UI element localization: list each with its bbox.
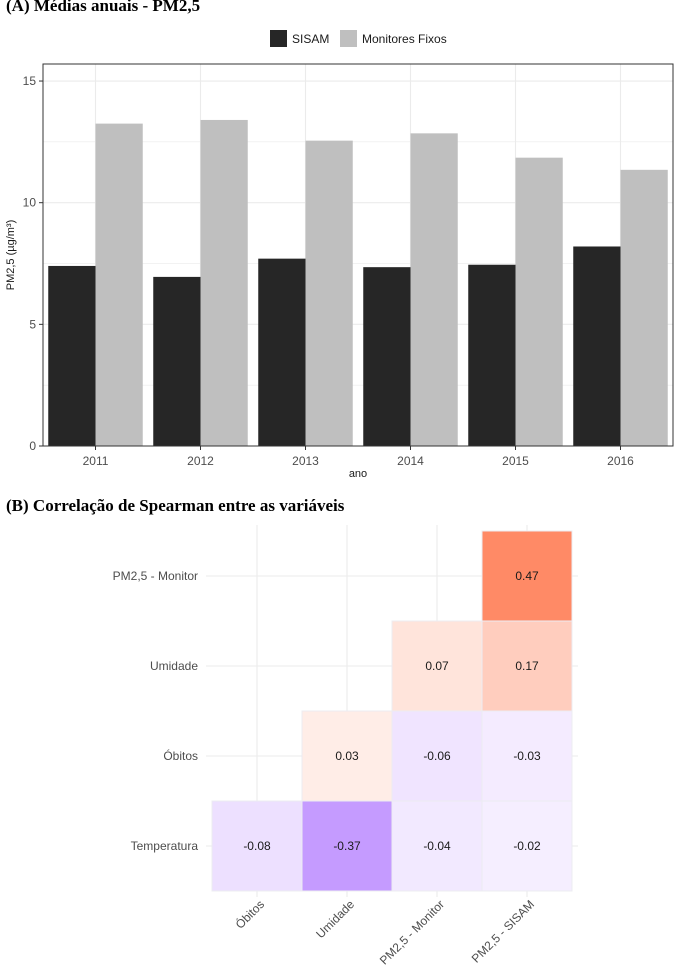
- heatmap-cell-label: 0.17: [515, 659, 539, 673]
- bar-sisam-2016: [573, 246, 621, 446]
- heatmap-cell-label: -0.37: [333, 839, 361, 853]
- heatmap-cell: [391, 710, 483, 802]
- bar-monitores-fixos-2013: [305, 140, 353, 446]
- heatmap-cell: [301, 710, 393, 802]
- bar-chart: 0 5 10 15 2011 2012 2013 2014 2015 2016 ano PM2,5 (…: [5, 30, 674, 480]
- x-tick-label: 2015: [502, 454, 529, 468]
- x-tick-label: 2016: [607, 454, 634, 468]
- heatmap-cell: [481, 620, 573, 712]
- heatmap-cell-label: 0.03: [335, 749, 359, 763]
- correlation-heatmap: 0.47 0.07 0.17 0.03 -0.06 -0.03 -0.08 -0.37 -0.0…: [113, 525, 578, 967]
- heatmap-y-label: Temperatura: [131, 839, 199, 853]
- heatmap-cell: [481, 530, 573, 622]
- heatmap-x-label: Óbitos: [232, 897, 267, 932]
- heatmap-cell-label: -0.02: [513, 839, 541, 853]
- x-tick-label: 2011: [83, 454, 109, 468]
- heatmap-cell: [481, 800, 573, 892]
- y-axis-title: PM2,5 (µg/m³): [5, 220, 17, 291]
- heatmap-y-label: PM2,5 - Monitor: [113, 569, 198, 583]
- heatmap-x-label: Umidade: [313, 897, 357, 941]
- heatmap-cell-label: -0.04: [423, 839, 451, 853]
- bar-sisam-2011: [48, 265, 96, 446]
- heatmap-cell: [391, 620, 483, 712]
- legend-label: Monitores Fixos: [362, 32, 447, 46]
- panel-b-title: (B) Correlação de Spearman entre as vari…: [6, 496, 345, 515]
- heatmap-cell-label: 0.47: [515, 569, 539, 583]
- bar-monitores-fixos-2011: [95, 123, 143, 447]
- bar-monitores-fixos-2012: [200, 119, 248, 446]
- heatmap-cell-label: -0.06: [423, 749, 451, 763]
- heatmap-cell: [481, 710, 573, 802]
- heatmap-x-label: PM2,5 - Monitor: [377, 897, 447, 967]
- heatmap-y-label: Umidade: [150, 659, 198, 673]
- x-tick-label: 2014: [397, 454, 424, 468]
- bar-monitores-fixos-2014: [410, 133, 458, 447]
- bar-sisam-2012: [153, 276, 201, 446]
- plot-border: [42, 63, 674, 447]
- legend-label: SISAM: [292, 32, 329, 46]
- bar-monitores-fixos-2015: [515, 157, 563, 446]
- heatmap-cell: [301, 800, 393, 892]
- x-axis-title: ano: [349, 468, 367, 480]
- heatmap-cell: [211, 800, 303, 892]
- heatmap-y-label: Óbitos: [163, 748, 198, 763]
- heatmap-x-label: PM2,5 - SISAM: [469, 897, 537, 965]
- y-tick-label: 5: [29, 317, 36, 331]
- panel-a-title: (A) Médias anuais - PM2,5: [6, 0, 201, 15]
- legend-key-sisam: [270, 30, 287, 47]
- y-tick-label: 0: [29, 439, 36, 453]
- x-tick-label: 2013: [292, 454, 319, 468]
- y-tick-label: 15: [23, 74, 37, 88]
- heatmap-cell-label: -0.08: [243, 839, 271, 853]
- heatmap-cell-label: 0.07: [425, 659, 449, 673]
- legend-key-monitores-fixos: [340, 30, 357, 47]
- y-tick-label: 10: [23, 196, 37, 210]
- heatmap-cell-label: -0.03: [513, 749, 541, 763]
- x-tick-label: 2012: [187, 454, 214, 468]
- bar-sisam-2014: [363, 267, 411, 446]
- bar-sisam-2013: [258, 258, 306, 446]
- bar-sisam-2015: [468, 264, 516, 446]
- bar-monitores-fixos-2016: [620, 169, 668, 446]
- heatmap-cell: [391, 800, 483, 892]
